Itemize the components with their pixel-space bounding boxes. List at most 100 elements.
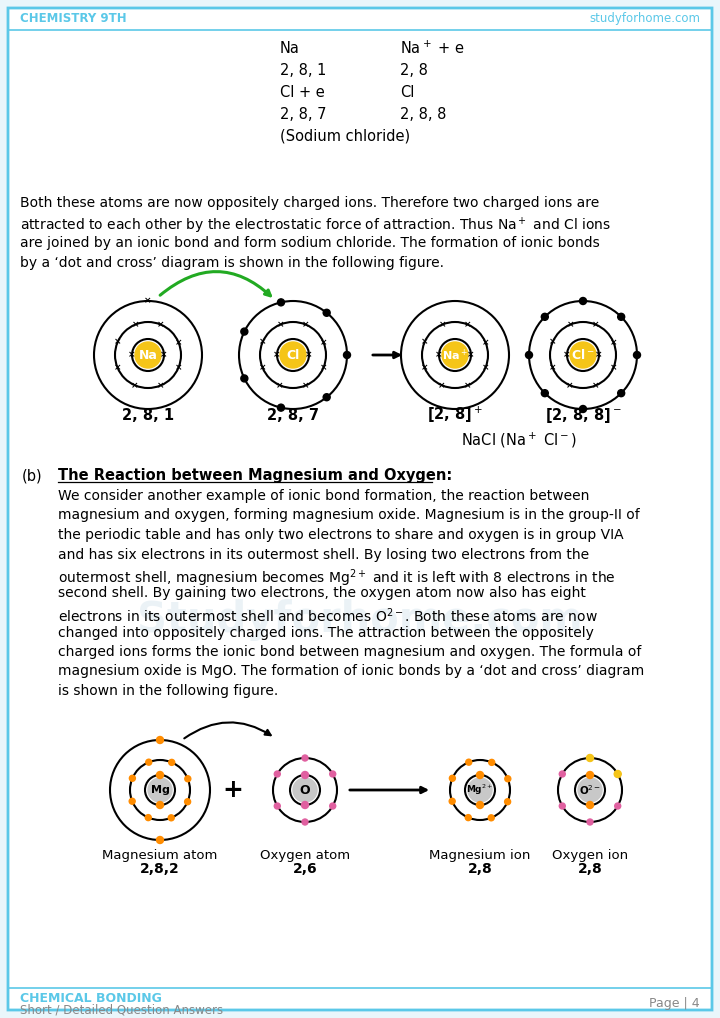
Text: ×: × <box>436 350 443 359</box>
Text: ×: × <box>482 363 489 373</box>
Text: ×: × <box>467 350 474 359</box>
Text: Na: Na <box>280 41 300 56</box>
Circle shape <box>618 390 625 397</box>
Text: 2,8,2: 2,8,2 <box>140 862 180 876</box>
Circle shape <box>614 771 621 778</box>
Circle shape <box>587 755 593 761</box>
Circle shape <box>280 342 306 367</box>
Circle shape <box>293 778 317 802</box>
Text: Magnesium atom: Magnesium atom <box>102 848 217 861</box>
Text: ×: × <box>592 320 600 329</box>
Circle shape <box>449 776 455 781</box>
Text: attracted to each other by the electrostatic force of attraction. Thus Na$^+$ an: attracted to each other by the electrost… <box>20 216 611 236</box>
Circle shape <box>302 819 308 825</box>
Circle shape <box>505 799 510 804</box>
Text: ×: × <box>258 362 266 372</box>
Circle shape <box>277 404 284 411</box>
Circle shape <box>465 814 472 821</box>
Text: are joined by an ionic bond and form sodium chloride. The formation of ionic bon: are joined by an ionic bond and form sod… <box>20 236 600 250</box>
Text: ×: × <box>482 338 490 347</box>
Circle shape <box>168 814 174 821</box>
Text: ×: × <box>302 320 310 329</box>
Text: Studyforhome.com: Studyforhome.com <box>137 599 583 641</box>
Text: ×: × <box>439 320 446 329</box>
Circle shape <box>615 771 621 777</box>
Circle shape <box>274 803 280 809</box>
Text: ×: × <box>132 320 140 329</box>
Circle shape <box>541 314 549 321</box>
Circle shape <box>541 390 549 397</box>
Circle shape <box>156 736 163 743</box>
Text: magnesium and oxygen, forming magnesium oxide. Magnesium is in the group-II of: magnesium and oxygen, forming magnesium … <box>58 509 640 522</box>
Circle shape <box>570 342 596 367</box>
Text: ×: × <box>277 320 284 329</box>
Text: ×: × <box>549 362 556 372</box>
Circle shape <box>587 801 593 808</box>
Circle shape <box>323 394 330 401</box>
Circle shape <box>330 771 336 777</box>
Text: ×: × <box>161 350 168 359</box>
Circle shape <box>148 778 172 802</box>
Text: The Reaction between Magnesium and Oxygen:: The Reaction between Magnesium and Oxyge… <box>58 468 452 483</box>
Circle shape <box>241 328 248 335</box>
Text: Na$^+$ + e: Na$^+$ + e <box>400 40 465 57</box>
Circle shape <box>580 297 587 304</box>
Text: 2, 8, 8: 2, 8, 8 <box>400 107 446 121</box>
Text: 2,8: 2,8 <box>577 862 603 876</box>
Circle shape <box>145 814 151 821</box>
Text: studyforhome.com: studyforhome.com <box>589 11 700 24</box>
Text: ×: × <box>563 350 571 359</box>
Text: ×: × <box>592 381 599 390</box>
Text: magnesium oxide is MgO. The formation of ionic bonds by a ‘dot and cross’ diagra: magnesium oxide is MgO. The formation of… <box>58 665 644 679</box>
Text: CHEMICAL BONDING: CHEMICAL BONDING <box>20 992 162 1005</box>
Text: by a ‘dot and cross’ diagram is shown in the following figure.: by a ‘dot and cross’ diagram is shown in… <box>20 256 444 270</box>
Text: ×: × <box>549 338 557 346</box>
Circle shape <box>302 801 308 808</box>
Circle shape <box>129 798 135 804</box>
Text: ×: × <box>131 381 139 390</box>
Circle shape <box>580 405 587 412</box>
Text: Na$^+$: Na$^+$ <box>442 347 468 362</box>
Text: +: + <box>222 778 243 802</box>
Circle shape <box>468 778 492 802</box>
Text: ×: × <box>610 338 617 347</box>
Text: Mg$^{2+}$: Mg$^{2+}$ <box>467 783 494 797</box>
Circle shape <box>330 803 336 809</box>
Circle shape <box>449 798 455 804</box>
Text: ×: × <box>567 320 575 329</box>
Text: 2, 8, 1: 2, 8, 1 <box>122 407 174 422</box>
Text: ×: × <box>320 338 328 347</box>
Circle shape <box>135 342 161 367</box>
Circle shape <box>587 819 593 825</box>
Text: ×: × <box>157 381 164 390</box>
Text: and has six electrons in its outermost shell. By losing two electrons from the: and has six electrons in its outermost s… <box>58 548 589 562</box>
Text: ×: × <box>114 338 122 346</box>
Text: ×: × <box>320 363 327 373</box>
Text: ×: × <box>420 362 428 372</box>
FancyBboxPatch shape <box>8 8 712 1010</box>
Text: O: O <box>300 784 310 796</box>
Text: We consider another example of ionic bond formation, the reaction between: We consider another example of ionic bon… <box>58 489 590 503</box>
Circle shape <box>184 799 191 804</box>
Circle shape <box>168 759 175 766</box>
Text: ×: × <box>595 350 603 359</box>
Circle shape <box>274 771 280 777</box>
Text: ×: × <box>464 320 472 329</box>
Text: Page | 4: Page | 4 <box>649 997 700 1010</box>
Circle shape <box>323 309 330 317</box>
Text: ×: × <box>464 381 471 390</box>
Text: Both these atoms are now oppositely charged ions. Therefore two charged ions are: Both these atoms are now oppositely char… <box>20 196 599 210</box>
Text: the periodic table and has only two electrons to share and oxygen is in group VI: the periodic table and has only two elec… <box>58 528 624 542</box>
Text: NaCl (Na$^+$ Cl$^-$): NaCl (Na$^+$ Cl$^-$) <box>461 431 577 450</box>
Circle shape <box>634 351 641 358</box>
Text: 2, 8: 2, 8 <box>400 62 428 77</box>
Circle shape <box>526 351 533 358</box>
Text: ×: × <box>128 350 136 359</box>
Text: Cl: Cl <box>287 348 300 361</box>
Text: (b): (b) <box>22 468 42 483</box>
Circle shape <box>587 754 593 761</box>
Circle shape <box>618 314 625 321</box>
Text: charged ions forms the ionic bond between magnesium and oxygen. The formula of: charged ions forms the ionic bond betwee… <box>58 645 642 659</box>
Circle shape <box>477 772 484 779</box>
Circle shape <box>505 776 510 782</box>
